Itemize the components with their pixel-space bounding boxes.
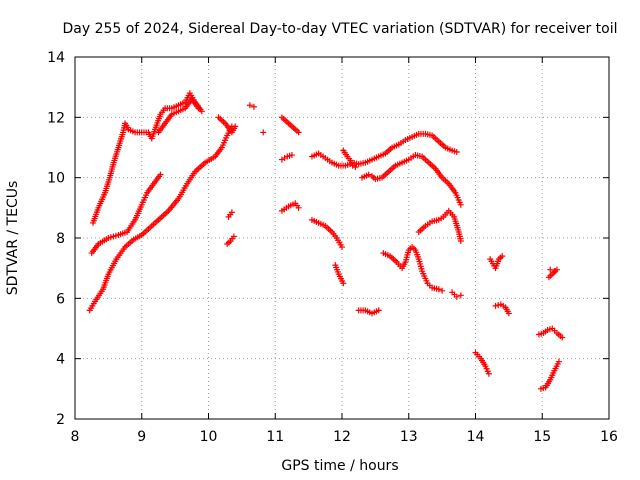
- series-arc-23: [535, 325, 566, 341]
- data-point: [288, 152, 295, 159]
- y-tick-label: 6: [56, 291, 65, 307]
- data-point: [495, 302, 502, 309]
- series-arc-21: [487, 253, 506, 272]
- data-point: [492, 302, 499, 309]
- series-arc-20: [472, 349, 492, 377]
- series-arc-24: [537, 358, 562, 392]
- x-tick-label: 8: [71, 429, 80, 445]
- data-point: [555, 358, 562, 365]
- data-point: [559, 334, 566, 341]
- series-arc-17: [380, 244, 446, 294]
- data-point: [485, 370, 492, 377]
- y-tick-label: 10: [47, 171, 65, 187]
- series-arc-6: [224, 209, 237, 248]
- data-point: [260, 129, 267, 136]
- x-tick-label: 13: [400, 429, 418, 445]
- data-point: [232, 123, 239, 130]
- data-point: [295, 204, 302, 211]
- data-point: [499, 253, 506, 260]
- data-point: [439, 287, 446, 294]
- series-arc-25: [545, 266, 560, 281]
- series-arc-5: [215, 114, 239, 136]
- data-point: [157, 171, 164, 178]
- series-arc-14: [308, 216, 345, 251]
- data-point: [457, 292, 464, 299]
- y-tick-label: 4: [56, 352, 65, 368]
- series-arc-16: [355, 307, 382, 317]
- data-point: [375, 307, 382, 314]
- data-point: [340, 280, 347, 287]
- x-tick-label: 9: [137, 429, 146, 445]
- data-point: [457, 238, 464, 245]
- series-arc-22: [492, 301, 512, 317]
- series-arc-12: [340, 130, 460, 168]
- series-arc-10: [278, 200, 302, 214]
- y-axis-label: SDTVAR / TECUs: [5, 181, 21, 296]
- y-tick-label: 2: [56, 412, 65, 428]
- series-arc-18: [415, 207, 464, 245]
- series-arc-4: [155, 96, 202, 136]
- x-tick-label: 15: [533, 429, 551, 445]
- y-tick-label: 14: [47, 50, 65, 66]
- series-arc-2: [88, 171, 164, 257]
- data-point: [295, 129, 302, 136]
- x-axis-label: GPS time / hours: [281, 458, 398, 474]
- chart-title: Day 255 of 2024, Sidereal Day-to-day VTE…: [62, 21, 617, 37]
- data-point: [505, 310, 512, 317]
- data-point: [250, 103, 257, 110]
- data-point: [246, 102, 253, 109]
- axis-ticks: 8 9 10 11 12 13 14 15 16 2 4 6 8 10 12 14: [47, 50, 618, 445]
- x-tick-label: 11: [266, 429, 284, 445]
- data-point: [198, 108, 205, 115]
- data-point: [339, 244, 345, 251]
- y-tick-label: 12: [47, 110, 65, 126]
- data-point: [228, 209, 235, 216]
- data-point: [547, 266, 554, 273]
- data-points: [86, 90, 566, 392]
- x-tick-label: 14: [467, 429, 485, 445]
- x-tick-label: 12: [333, 429, 351, 445]
- x-tick-label: 10: [200, 429, 218, 445]
- data-point: [352, 164, 359, 171]
- data-point: [457, 201, 464, 208]
- grid: [75, 57, 609, 419]
- series-arc-1: [90, 90, 205, 226]
- series-arc-3: [86, 123, 235, 314]
- data-point: [435, 286, 442, 293]
- data-point: [230, 233, 237, 240]
- series-arc-13: [359, 152, 464, 208]
- x-tick-label: 16: [600, 429, 618, 445]
- series-arc-19: [449, 289, 464, 300]
- data-point: [545, 274, 552, 281]
- series-arc-15: [332, 262, 347, 287]
- series-arc-8: [278, 114, 302, 136]
- data-point: [453, 149, 460, 156]
- y-tick-label: 8: [56, 231, 65, 247]
- series-arc-7: [246, 102, 267, 136]
- data-point: [453, 293, 460, 300]
- data-point: [365, 171, 372, 178]
- data-point: [195, 105, 202, 112]
- series-arc-9: [278, 152, 295, 163]
